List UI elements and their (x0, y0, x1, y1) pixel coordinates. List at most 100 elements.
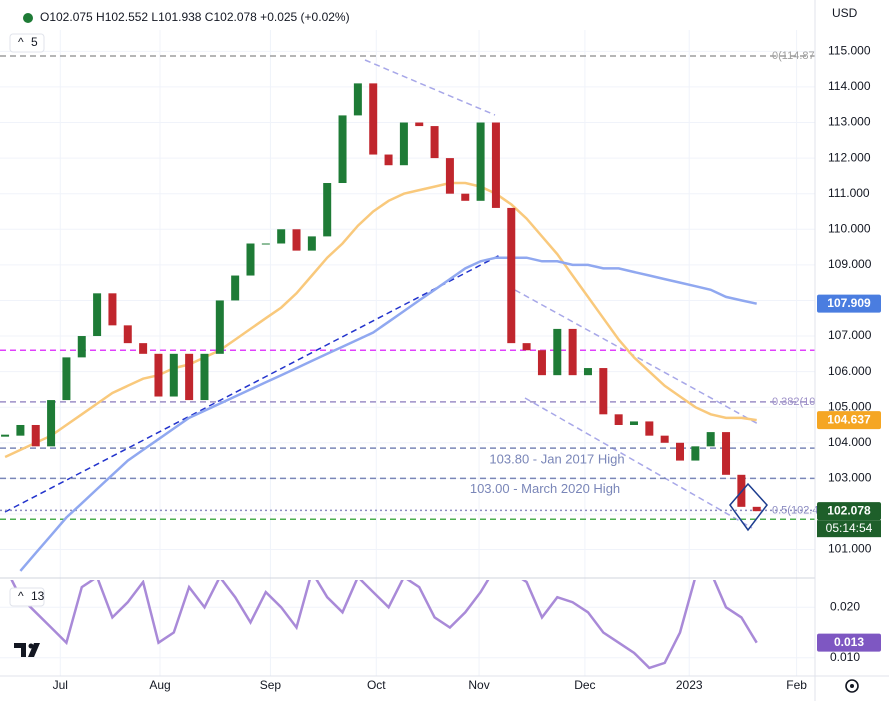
candle-body (246, 243, 255, 276)
settings-icon[interactable] (845, 679, 859, 693)
trend-line (4, 254, 501, 513)
level-label: 0.382(10 (772, 396, 815, 408)
indicator-value-label-bg (817, 633, 881, 652)
toggle-arrow: ^ (18, 589, 24, 603)
candle-body (676, 442, 685, 461)
candle-body (599, 368, 608, 415)
x-tick-label: Dec (574, 678, 595, 692)
y-tick-label: 105.000 (828, 399, 872, 413)
last-price-label-bg (817, 502, 881, 521)
indicator-period: 13 (31, 589, 45, 603)
y-tick-label: 106.000 (828, 364, 872, 378)
candle-body (583, 368, 592, 376)
trend-lines (4, 59, 761, 529)
candle-body (277, 229, 286, 244)
candle-body (369, 83, 378, 155)
candle-body (476, 122, 485, 201)
y-tick-label: 115.000 (828, 44, 871, 58)
y-tick-label: 107.000 (828, 328, 872, 342)
x-tick-label: Oct (367, 678, 386, 692)
candle-body (722, 432, 731, 475)
y-tick-label: 104.000 (828, 435, 872, 449)
level-label: 103.00 - March 2020 High (470, 481, 620, 496)
candle-body (629, 421, 638, 425)
candle-body (307, 236, 316, 251)
trend-line (364, 59, 496, 116)
y-tick-label: 113.000 (828, 115, 871, 129)
candle-body (139, 343, 148, 354)
x-tick-label: Sep (260, 678, 282, 692)
candle-body (47, 400, 56, 447)
candle-body (752, 506, 761, 512)
moving-average (19, 256, 757, 572)
ma-price-label-bg (817, 294, 881, 313)
candle-body (200, 353, 209, 401)
candle-body (261, 243, 270, 245)
candle-body (338, 115, 347, 184)
diamond-marker (729, 482, 768, 532)
candle-body (62, 357, 71, 401)
indicator-period: 5 (31, 35, 38, 49)
candle-body (614, 414, 623, 425)
candle-body (522, 343, 531, 351)
candle-body (384, 154, 393, 166)
ma-price-label: 107.909 (827, 296, 871, 310)
level-label: 103.80 - Jan 2017 High (489, 452, 624, 467)
toggle-arrow: ^ (18, 35, 24, 49)
level-label: 0(114.87 (772, 50, 815, 62)
candle-body (430, 126, 439, 159)
candle-body (169, 353, 178, 397)
candle-body (399, 122, 408, 166)
candle-body (123, 325, 132, 344)
ma-price-label-bg (817, 411, 881, 430)
x-tick-label: Jul (53, 678, 68, 692)
y-tick-label: 0.020 (830, 599, 860, 613)
y-tick-label: 0.010 (830, 650, 860, 664)
candle-body (323, 183, 332, 237)
candle-body (16, 424, 25, 436)
candle-body (415, 122, 424, 127)
logo (14, 643, 40, 657)
candle-body (185, 353, 194, 401)
status-dot (23, 13, 33, 23)
candle-body (660, 435, 669, 443)
candle-body (706, 432, 715, 447)
candle-body (353, 83, 362, 116)
x-tick-label: Aug (149, 678, 170, 692)
last-price-label: 102.078 (827, 503, 871, 517)
level-label: 0.5(102.4 (772, 504, 818, 516)
y-tick-label: 109.000 (828, 257, 872, 271)
candle-body (108, 293, 117, 326)
candle-body (537, 350, 546, 376)
currency[interactable]: USD (832, 6, 858, 20)
candle-body (691, 446, 700, 461)
indicator-line (10, 580, 758, 670)
y-tick-label: 114.000 (828, 79, 871, 93)
candle-body (568, 328, 577, 376)
moving-average (4, 181, 757, 459)
y-tick-label: 101.000 (828, 542, 872, 556)
candle-body (645, 421, 654, 436)
ohlc-legend: O102.075 H102.552 L101.938 C102.078 +0.0… (40, 10, 350, 24)
candle-body (445, 158, 454, 194)
candle-body (154, 353, 163, 397)
x-tick-label: 2023 (676, 678, 703, 692)
y-tick-label: 112.000 (828, 150, 871, 164)
candle-body (507, 207, 516, 344)
indicator-value-label: 0.013 (834, 635, 864, 649)
indicator-toggle[interactable] (9, 587, 45, 607)
candle-body (93, 293, 102, 337)
x-tick-label: Feb (786, 678, 807, 692)
candle-body (461, 193, 470, 201)
y-tick-label: 103.000 (828, 471, 872, 485)
y-tick-label: 110.000 (828, 221, 871, 235)
candle-body (77, 336, 86, 358)
candle-body (215, 300, 224, 354)
countdown: 05:14:54 (826, 521, 873, 535)
indicator-toggle[interactable] (9, 33, 45, 53)
x-tick-label: Nov (468, 678, 489, 692)
trend-line (514, 289, 761, 426)
candle-body (491, 122, 500, 208)
